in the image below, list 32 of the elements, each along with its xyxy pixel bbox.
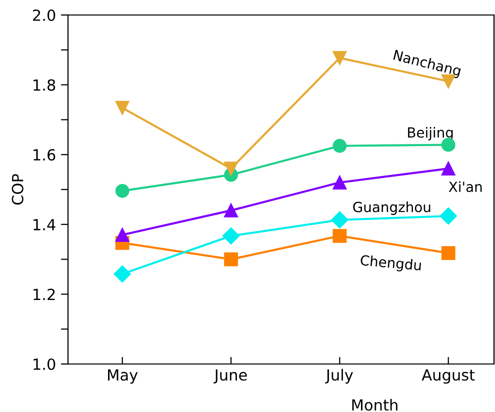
y-axis-title: COP: [12, 174, 24, 205]
y-tick-label: 1.8: [34, 79, 56, 91]
point: [440, 207, 457, 225]
point: [331, 211, 348, 228]
series-label: Xi'an: [448, 181, 482, 192]
point: [224, 162, 238, 176]
point: [332, 176, 347, 190]
x-tick-label: May: [108, 369, 138, 384]
point: [441, 246, 456, 260]
x-tick-label: July: [325, 368, 353, 384]
x-tick-label: June: [214, 369, 247, 384]
point: [114, 265, 131, 283]
point: [115, 100, 130, 115]
y-tick-label: 1.2: [34, 288, 55, 300]
series-label: Guangzhou: [353, 202, 430, 215]
point: [332, 50, 347, 65]
point: [222, 227, 240, 244]
y-tick-label: 1.6: [34, 149, 56, 161]
point: [115, 228, 130, 242]
point: [224, 252, 238, 266]
point: [441, 162, 456, 176]
y-tick-label: 1.4: [34, 219, 56, 230]
series-label: Beijing: [408, 126, 453, 140]
x-tick-label: August: [422, 369, 475, 384]
point: [224, 203, 238, 218]
y-tick-label: 1.0: [34, 358, 56, 370]
x-axis-title: Month: [352, 398, 398, 411]
point: [332, 228, 347, 243]
series-label: Chengdu: [360, 254, 422, 274]
point: [115, 184, 130, 198]
y-tick-label: 2.0: [33, 9, 56, 22]
point: [332, 138, 347, 153]
